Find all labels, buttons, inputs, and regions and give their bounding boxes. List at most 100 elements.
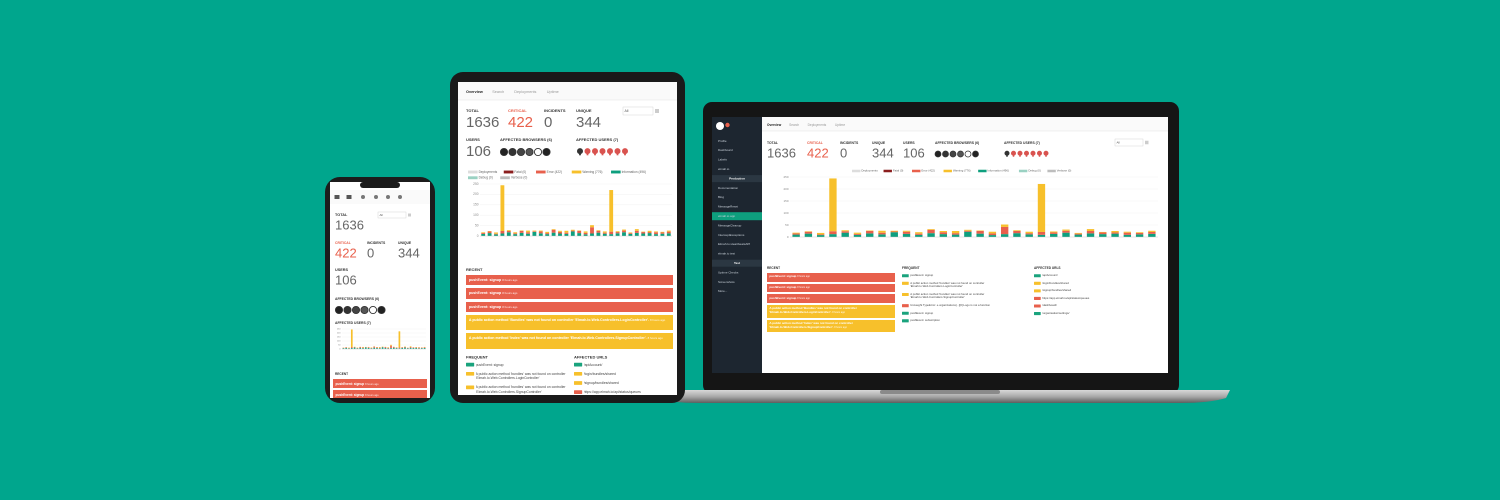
bar [590, 225, 594, 228]
bar [418, 348, 420, 349]
recent-item-box[interactable]: pushEvent: signup 8 hours ago [333, 379, 427, 389]
bar [500, 233, 505, 236]
stat-value: 422 [807, 145, 829, 160]
sidebar-item[interactable]: InterceptExceptions [718, 233, 745, 237]
recent-item-box[interactable]: pushEvent: signup 8 hours ago [767, 294, 895, 304]
filter-select[interactable] [1114, 138, 1144, 147]
user-avatar-stem [601, 152, 604, 156]
recent-item-box[interactable]: pushEvent: signup 8 hours ago [767, 283, 895, 293]
sidebar-item[interactable]: More... [718, 289, 728, 293]
recent-item: pushEvent: signup 8 hours ago [333, 379, 427, 389]
bar [964, 229, 972, 231]
toolbar-icon[interactable] [361, 195, 365, 199]
bar [647, 233, 652, 236]
bar [545, 231, 550, 234]
sidebar-item[interactable]: MessageCleanup [718, 223, 742, 227]
bar [1148, 231, 1156, 234]
recent-item-box[interactable]: A public action method 'Index' was not f… [466, 333, 673, 349]
sidebar-item[interactable]: Production [729, 176, 745, 180]
y-tick-label: 250 [783, 175, 788, 179]
recent-item-box[interactable]: pushEvent: signup 8 hours ago [466, 301, 673, 313]
sidebar-item[interactable]: Blog [718, 195, 724, 199]
sidebar-item[interactable]: MessageReset [718, 205, 738, 209]
sidebar-item[interactable]: elmah.io test [718, 252, 735, 256]
bar [481, 233, 486, 236]
stat-label: INCIDENTS [840, 141, 859, 145]
toolbar-icon[interactable] [346, 195, 352, 199]
recent-item: A public action method 'Index' was not f… [466, 333, 673, 349]
sidebar-item[interactable]: Labels [718, 158, 727, 162]
tab[interactable]: Deployments [514, 90, 536, 94]
filter-select[interactable] [622, 106, 654, 116]
sidebar-item[interactable]: Profile [718, 139, 727, 143]
frequent-item-box: A public action method 'bundles' was not… [476, 372, 566, 382]
recent-message: pushEvent: signup [468, 304, 502, 309]
recent-item-box[interactable]: A public action method 'Index' was not f… [767, 319, 895, 333]
bar [609, 190, 614, 232]
bar [634, 232, 639, 236]
browser-icon [360, 305, 369, 315]
urls-item-box: /apiAccount/ [1042, 274, 1154, 279]
legend-swatch [852, 169, 861, 173]
sidebar-item[interactable]: elmah.io app [718, 214, 736, 218]
y-tick-label: 250 [473, 182, 479, 186]
frequent-text: A public action method 'bundles' was not… [910, 292, 985, 300]
sidebar-item[interactable]: Elmah.Io.HeartbeatsAPI [718, 242, 750, 246]
sidebar-item[interactable]: Uptime Checks [718, 270, 739, 274]
recent-item-box[interactable]: A public action method 'Bundles' was not… [767, 305, 895, 318]
browser-icon [525, 147, 534, 157]
bar [506, 231, 511, 233]
bar [376, 348, 378, 349]
toolbar-icon[interactable] [374, 195, 378, 199]
bar [551, 229, 556, 230]
filter-select[interactable] [377, 211, 407, 219]
bar [1050, 233, 1058, 237]
tab[interactable]: Overview [466, 90, 483, 94]
user-avatar [584, 148, 591, 155]
toolbar-icon[interactable] [334, 195, 340, 199]
section-title: AFFECTED USERS (7) [576, 137, 619, 142]
bar [367, 347, 370, 348]
tab[interactable]: Uptime [547, 90, 559, 94]
tab[interactable]: Search [789, 123, 799, 127]
bar [1099, 232, 1107, 235]
toolbar-icon[interactable] [398, 195, 402, 199]
toolbar-icon[interactable] [386, 195, 390, 199]
legend-swatch [503, 170, 514, 174]
y-tick-label: 150 [473, 203, 479, 207]
stat-label: TOTAL [767, 141, 778, 145]
frequent-text: pushEvent: signup [910, 311, 934, 315]
tab[interactable]: Search [492, 90, 504, 94]
recent-item-box[interactable]: pushEvent: signup 8 hours ago [466, 275, 673, 286]
bar [398, 348, 401, 349]
bar [988, 235, 997, 237]
legend-label: Error (422) [547, 170, 562, 174]
filter-value: All [380, 213, 384, 217]
stat-value: 106 [466, 143, 491, 160]
bar [641, 233, 646, 236]
urls-text: https://app.elmah.io/api/status/queues [583, 390, 641, 395]
user-avatar-stem [1006, 154, 1008, 157]
sidebar-item[interactable]: Screenshots [718, 280, 735, 284]
sidebar-item[interactable]: Test [734, 261, 740, 265]
y-tick-label: 200 [473, 192, 479, 196]
sidebar-item[interactable]: Documentation [718, 186, 739, 190]
recent-item-box[interactable]: pushEvent: signup 8 hours ago [767, 273, 895, 282]
tab[interactable]: Overview [767, 123, 782, 127]
bar [350, 329, 353, 348]
recent-item-box[interactable]: A public action method 'Bundles' was not… [466, 315, 673, 331]
tab[interactable]: Uptime [835, 123, 845, 127]
recent-item-box[interactable]: pushEvent: signup 8 hours ago [333, 390, 427, 398]
recent-time: 8 hours ago [797, 275, 810, 279]
sidebar-item[interactable]: Dashboard [718, 148, 733, 152]
legend-label: Deployments [479, 170, 498, 174]
stat-label: UNIQUE [872, 141, 886, 145]
bar [392, 347, 395, 349]
tab[interactable]: Deployments [808, 123, 827, 127]
y-tick-label: 50 [785, 223, 789, 227]
user-avatar-stem [616, 152, 619, 156]
y-tick-label: 200 [337, 333, 341, 335]
sidebar-item[interactable]: elmah.io [718, 167, 730, 171]
recent-item-box[interactable]: pushEvent: signup 8 hours ago [466, 288, 673, 299]
bar [951, 234, 960, 237]
